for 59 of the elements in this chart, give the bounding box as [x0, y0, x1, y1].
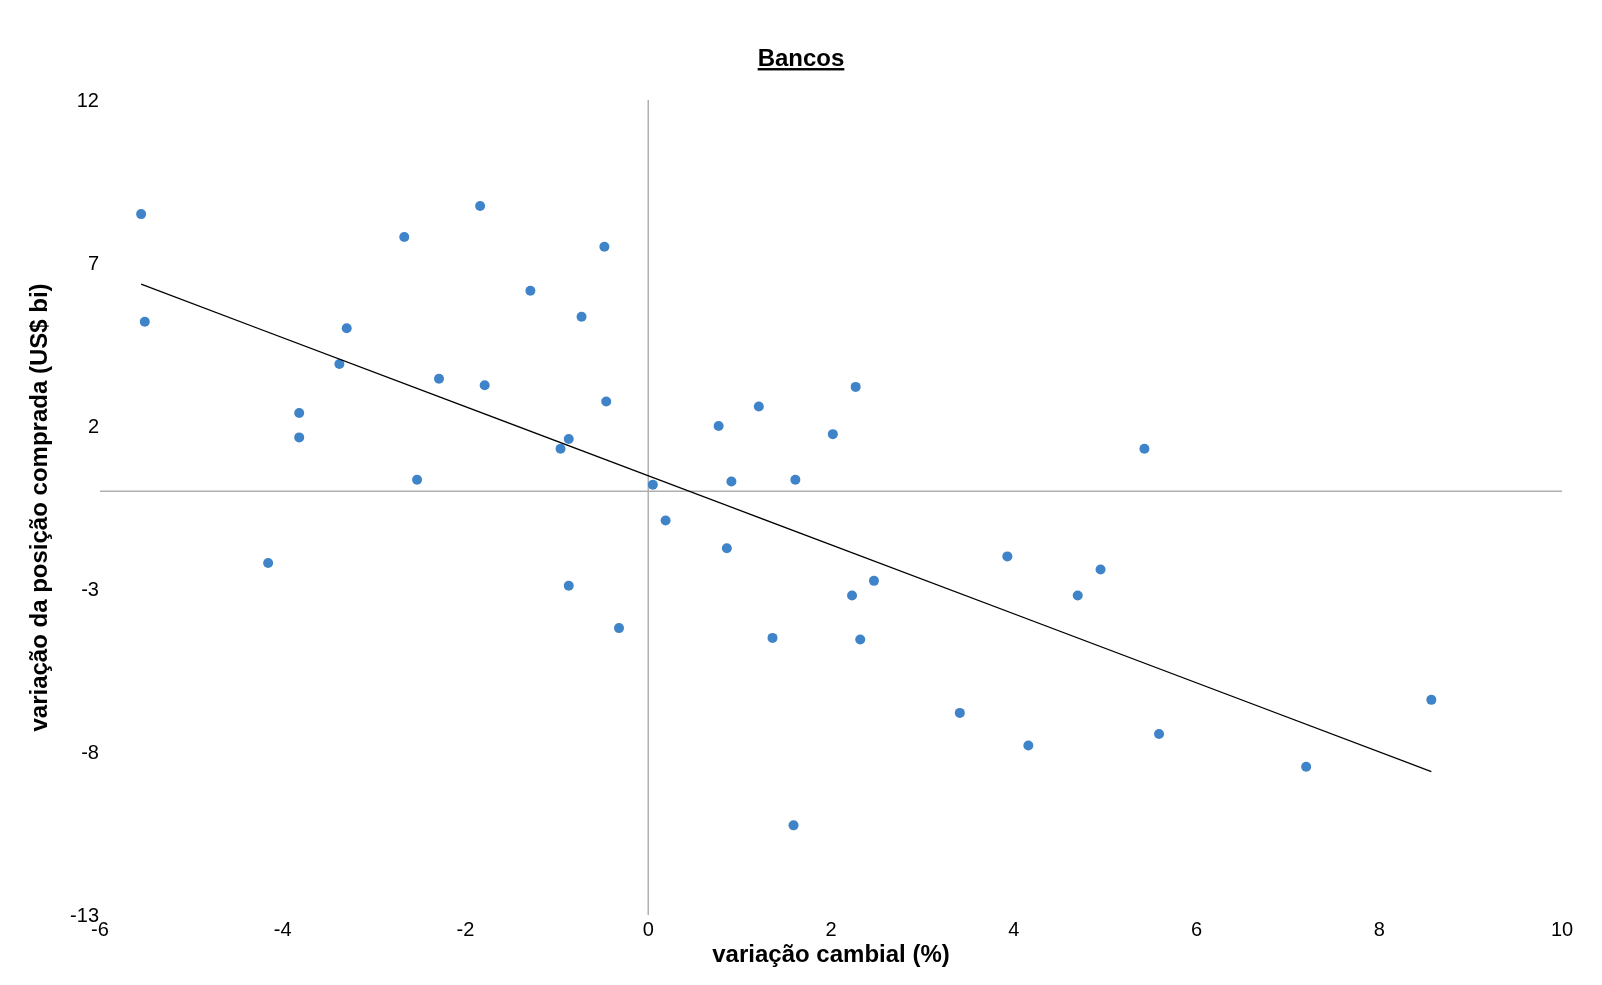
x-tick-label: -4 — [273, 918, 292, 940]
point — [753, 401, 764, 412]
x-tick-label: 8 — [1373, 918, 1385, 940]
point — [1154, 729, 1165, 740]
point — [850, 381, 861, 392]
point — [790, 474, 801, 485]
point — [555, 443, 566, 454]
point — [868, 575, 879, 586]
x-tick-label: 6 — [1190, 918, 1203, 940]
point — [855, 634, 866, 645]
point — [713, 421, 724, 431]
point — [1426, 694, 1437, 705]
y-tick-label: 2 — [87, 415, 99, 437]
point — [563, 580, 574, 591]
point — [827, 429, 838, 440]
point — [599, 241, 610, 252]
point — [601, 396, 612, 407]
point — [475, 200, 486, 211]
point — [139, 316, 150, 327]
point — [412, 474, 423, 485]
x-tick-label: 4 — [1008, 918, 1020, 940]
point — [576, 311, 587, 322]
point — [563, 434, 574, 445]
point — [1023, 740, 1034, 751]
point — [660, 515, 671, 526]
point — [726, 476, 737, 487]
point — [399, 231, 410, 242]
point — [263, 557, 274, 568]
point — [1139, 443, 1150, 454]
point — [294, 407, 305, 418]
point — [525, 285, 536, 296]
x-axis-title: variação cambial (%) — [712, 940, 950, 967]
point — [847, 590, 858, 601]
point — [1002, 551, 1013, 562]
point — [954, 707, 965, 718]
point — [334, 359, 345, 370]
x-tick-label: -2 — [456, 918, 475, 940]
y-axis-title: variação da posição comprada (US$ bi) — [25, 283, 53, 732]
point — [721, 543, 732, 554]
point — [1095, 564, 1106, 575]
x-tick-label: 10 — [1550, 918, 1574, 940]
point — [1072, 590, 1083, 601]
y-tick-label: 7 — [87, 252, 99, 274]
point — [341, 323, 352, 334]
point — [767, 632, 778, 643]
point — [788, 820, 799, 831]
point — [136, 209, 147, 220]
point — [1301, 761, 1312, 772]
point — [614, 623, 625, 634]
point — [434, 373, 444, 384]
x-tick-label: 2 — [825, 918, 837, 940]
y-tick-label: -3 — [81, 578, 99, 600]
x-tick-label: 0 — [642, 918, 654, 940]
y-tick-label: -8 — [81, 741, 99, 763]
point — [647, 479, 658, 490]
y-tick-label: 12 — [76, 89, 99, 111]
point — [479, 380, 490, 391]
point — [294, 432, 305, 443]
chart-title: Bancos — [757, 44, 845, 72]
